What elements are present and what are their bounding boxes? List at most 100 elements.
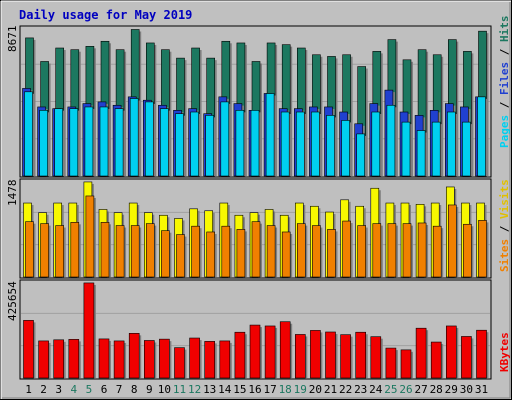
- day-label-19: 19: [294, 383, 307, 396]
- sites-bar-1: [25, 221, 34, 278]
- sites-bar-13: [206, 231, 215, 278]
- day-label-4: 4: [70, 383, 77, 396]
- kbytes-bar-29: [445, 325, 457, 379]
- kbytes-bar-8: [128, 333, 140, 379]
- sites-bar-27: [417, 222, 427, 278]
- kbytes-bar-24: [370, 336, 382, 379]
- sites-bar-24: [372, 223, 382, 278]
- pages-bar-3: [54, 108, 64, 177]
- kbytes-bar-27: [415, 327, 427, 379]
- pages-bar-30: [462, 121, 471, 177]
- kbytes-bar-18: [279, 321, 291, 379]
- sites-bar-9: [146, 223, 155, 278]
- day-label-9: 9: [146, 383, 153, 396]
- day-label-5: 5: [86, 383, 93, 396]
- sites-bar-8: [130, 225, 140, 278]
- visits-legend: Sites / Visits: [498, 179, 511, 272]
- kbytes-bar-21: [325, 331, 336, 379]
- kbytes-bar-23: [355, 331, 367, 379]
- sites-bar-2: [40, 223, 49, 278]
- kbytes-legend-label: KBytes: [498, 332, 511, 372]
- sites-bar-16: [251, 221, 261, 278]
- sites-bar-22: [342, 220, 351, 278]
- hits-legend-label: Hits: [498, 16, 511, 43]
- kbytes-ymax-label: 425654: [6, 281, 19, 321]
- day-label-24: 24: [369, 383, 383, 396]
- kbytes-bar-28: [430, 341, 442, 379]
- sites-bar-21: [327, 229, 336, 278]
- day-label-23: 23: [354, 383, 367, 396]
- day-label-21: 21: [324, 383, 337, 396]
- day-label-16: 16: [248, 383, 261, 396]
- sites-bar-29: [447, 204, 457, 278]
- kbytes-bar-12: [189, 337, 200, 379]
- day-label-12: 12: [188, 383, 201, 396]
- pages-bar-2: [39, 110, 48, 177]
- kbytes-bar-26: [400, 349, 412, 379]
- day-label-11: 11: [173, 383, 186, 396]
- sites-bar-10: [161, 230, 170, 278]
- sites-bar-23: [357, 225, 367, 278]
- kbytes-bar-25: [385, 347, 397, 379]
- chart-title: Daily usage for May 2019: [19, 8, 192, 22]
- kbytes-bar-5: [83, 282, 95, 379]
- sites-bar-7: [115, 225, 125, 278]
- kbytes-bar-9: [144, 340, 155, 379]
- day-label-30: 30: [460, 383, 473, 396]
- day-label-8: 8: [131, 383, 138, 396]
- day-label-6: 6: [101, 383, 108, 396]
- sites-bar-5: [85, 195, 95, 278]
- kbytes-bar-13: [204, 341, 215, 379]
- day-label-2: 2: [40, 383, 47, 396]
- day-label-20: 20: [309, 383, 322, 396]
- pages-bar-6: [99, 106, 109, 177]
- day-label-15: 15: [233, 383, 246, 396]
- pages-bar-4: [69, 108, 79, 177]
- pages-bar-14: [220, 101, 230, 177]
- kbytes-bar-11: [174, 347, 185, 379]
- sites-bar-28: [432, 225, 442, 278]
- pages-bar-27: [416, 130, 426, 177]
- kbytes-bar-20: [310, 330, 321, 379]
- sites-bar-31: [478, 220, 487, 278]
- kbytes-bar-30: [461, 336, 472, 379]
- kbytes-bar-3: [53, 339, 65, 379]
- kbytes-bar-14: [219, 340, 231, 379]
- hits-ymax-label: 8671: [6, 26, 19, 53]
- kbytes-bar-4: [68, 339, 80, 379]
- sites-bar-6: [100, 222, 110, 278]
- pages-bar-26: [401, 121, 411, 177]
- pages-bar-8: [129, 98, 139, 177]
- sites-bar-26: [402, 223, 412, 278]
- pages-bar-28: [431, 121, 441, 177]
- day-label-14: 14: [218, 383, 232, 396]
- day-label-27: 27: [414, 383, 427, 396]
- visits-ymax-label: 1478: [6, 180, 19, 207]
- pages-bar-5: [84, 106, 94, 177]
- sites-legend-label: Sites: [498, 239, 511, 272]
- pages-bar-9: [145, 101, 154, 177]
- pages-bar-18: [280, 111, 290, 177]
- day-label-13: 13: [203, 383, 216, 396]
- pages-bar-31: [477, 96, 486, 177]
- kbytes-bar-15: [234, 331, 246, 379]
- day-label-1: 1: [25, 383, 32, 396]
- kbytes-bar-2: [38, 340, 49, 379]
- pages-legend-label: Pages: [498, 115, 511, 148]
- day-label-25: 25: [384, 383, 397, 396]
- pages-bar-13: [205, 115, 214, 177]
- day-label-29: 29: [445, 383, 458, 396]
- day-label-31: 31: [475, 383, 488, 396]
- kbytes-bar-6: [98, 338, 110, 379]
- pages-bar-24: [371, 111, 381, 177]
- pages-bar-23: [356, 133, 366, 177]
- pages-bar-21: [326, 115, 335, 177]
- sites-bar-12: [191, 225, 200, 278]
- pages-bar-25: [386, 104, 396, 177]
- pages-bar-16: [250, 110, 260, 177]
- kbytes-bar-31: [476, 329, 487, 379]
- day-label-3: 3: [55, 383, 62, 396]
- hits-legend: Pages / Files / Hits: [498, 16, 511, 149]
